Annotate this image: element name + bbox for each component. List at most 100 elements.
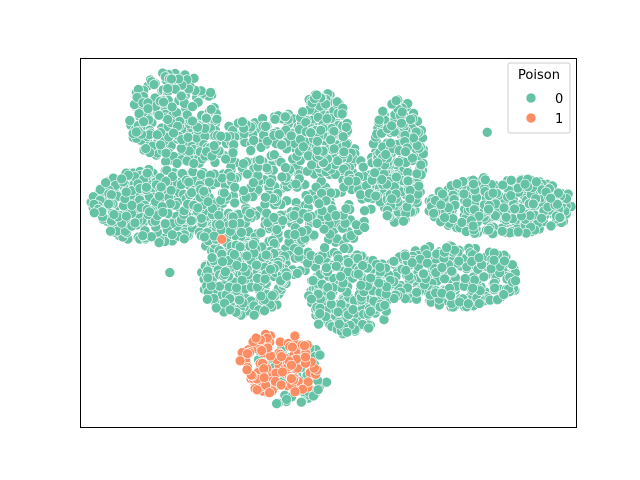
- scatter-point-0: [400, 146, 411, 157]
- scatter-point-0: [325, 290, 337, 301]
- scatter-point-0: [321, 262, 332, 274]
- scatter-point-0: [352, 268, 364, 280]
- scatter-point-0: [531, 176, 542, 188]
- scatter-point-0: [512, 226, 524, 238]
- scatter-point-0: [483, 224, 494, 236]
- scatter-point-0: [162, 114, 173, 125]
- scatter-point-0: [446, 265, 457, 277]
- scatter-point-0: [213, 209, 225, 221]
- plot-area: [80, 58, 577, 428]
- scatter-point-1: [258, 363, 270, 375]
- scatter-point-0: [435, 199, 447, 211]
- scatter-point-0: [151, 129, 163, 141]
- scatter-point-0: [407, 152, 418, 164]
- scatter-point-0: [480, 174, 491, 186]
- scatter-point-0: [268, 149, 280, 160]
- scatter-point-0: [458, 188, 470, 200]
- scatter-point-0: [487, 187, 499, 199]
- scatter-point-0: [402, 175, 414, 187]
- scatter-point-0: [204, 176, 215, 188]
- scatter-point-0: [280, 111, 291, 123]
- scatter-point-1: [277, 366, 288, 378]
- scatter-point-0: [205, 104, 217, 115]
- scatter-point-0: [293, 245, 305, 257]
- scatter-point-0: [168, 127, 179, 139]
- points-layer: [85, 67, 577, 409]
- scatter-point-0: [505, 175, 517, 186]
- scatter-point-0: [202, 293, 213, 305]
- scatter-point-0: [311, 218, 323, 229]
- scatter-point-0: [247, 239, 259, 250]
- scatter-point-0: [187, 115, 198, 127]
- scatter-point-0: [445, 290, 456, 301]
- scatter-point-0: [411, 168, 423, 180]
- scatter-point-0: [185, 215, 197, 227]
- scatter-point-0: [413, 180, 425, 192]
- scatter-point-0: [468, 178, 479, 190]
- scatter-point-0: [215, 130, 227, 142]
- scatter-point-0: [338, 146, 350, 158]
- scatter-point-0: [330, 210, 342, 221]
- scatter-point-0: [343, 175, 354, 187]
- scatter-point-0: [388, 256, 400, 267]
- scatter-point-1: [234, 355, 246, 367]
- scatter-point-0: [467, 282, 478, 294]
- scatter-point-0: [333, 318, 345, 330]
- scatter-point-0: [236, 227, 247, 238]
- scatter-point-0: [130, 126, 142, 138]
- scatter-point-0: [261, 162, 273, 174]
- scatter-point-0: [545, 192, 556, 204]
- scatter-point-0: [214, 219, 226, 230]
- scatter-point-0: [241, 250, 253, 262]
- scatter-point-0: [400, 264, 412, 276]
- scatter-point-0: [393, 156, 404, 168]
- scatter-point-0: [369, 167, 380, 179]
- scatter-point-0: [415, 159, 427, 171]
- scatter-point-0: [164, 267, 176, 278]
- scatter-point-0: [314, 349, 326, 361]
- scatter-point-0: [311, 145, 323, 156]
- scatter-point-0: [337, 131, 349, 143]
- scatter-point-0: [229, 181, 241, 193]
- scatter-point-0: [328, 143, 340, 155]
- scatter-point-0: [199, 231, 210, 243]
- scatter-point-0: [140, 143, 152, 154]
- scatter-point-0: [121, 210, 132, 222]
- scatter-point-0: [483, 203, 494, 215]
- scatter-point-0: [498, 289, 510, 300]
- scatter-point-0: [372, 157, 383, 169]
- scatter-point-0: [500, 212, 512, 223]
- scatter-point-0: [175, 90, 187, 102]
- scatter-point-0: [234, 294, 245, 306]
- scatter-point-0: [338, 243, 350, 254]
- scatter-point-0: [192, 202, 204, 214]
- scatter-point-0: [306, 293, 317, 305]
- scatter-point-0: [302, 211, 314, 223]
- scatter-point-0: [307, 275, 319, 286]
- scatter-point-0: [428, 208, 439, 219]
- scatter-point-0: [386, 193, 397, 205]
- scatter-point-0: [182, 132, 194, 143]
- scatter-point-0: [126, 200, 138, 211]
- scatter-point-0: [142, 167, 153, 179]
- scatter-point-0: [490, 210, 501, 221]
- scatter-point-0: [280, 162, 291, 173]
- scatter-point-0: [315, 125, 327, 136]
- scatter-point-0: [370, 190, 382, 202]
- scatter-point-0: [231, 260, 243, 271]
- scatter-point-0: [148, 79, 160, 90]
- scatter-point-0: [188, 158, 200, 169]
- scatter-point-0: [385, 137, 396, 149]
- legend-label-1: 1: [555, 112, 563, 127]
- scatter-point-1: [299, 340, 310, 351]
- scatter-point-0: [305, 127, 316, 138]
- legend-marker-0: [525, 92, 537, 104]
- scatter-point-0: [357, 260, 368, 271]
- scatter-point-0: [217, 256, 228, 267]
- scatter-point-0: [373, 277, 385, 289]
- scatter-point-0: [343, 257, 354, 268]
- scatter-point-0: [245, 145, 257, 156]
- scatter-point-0: [313, 198, 325, 209]
- scatter-point-0: [331, 261, 342, 272]
- scatter-point-1: [256, 345, 268, 356]
